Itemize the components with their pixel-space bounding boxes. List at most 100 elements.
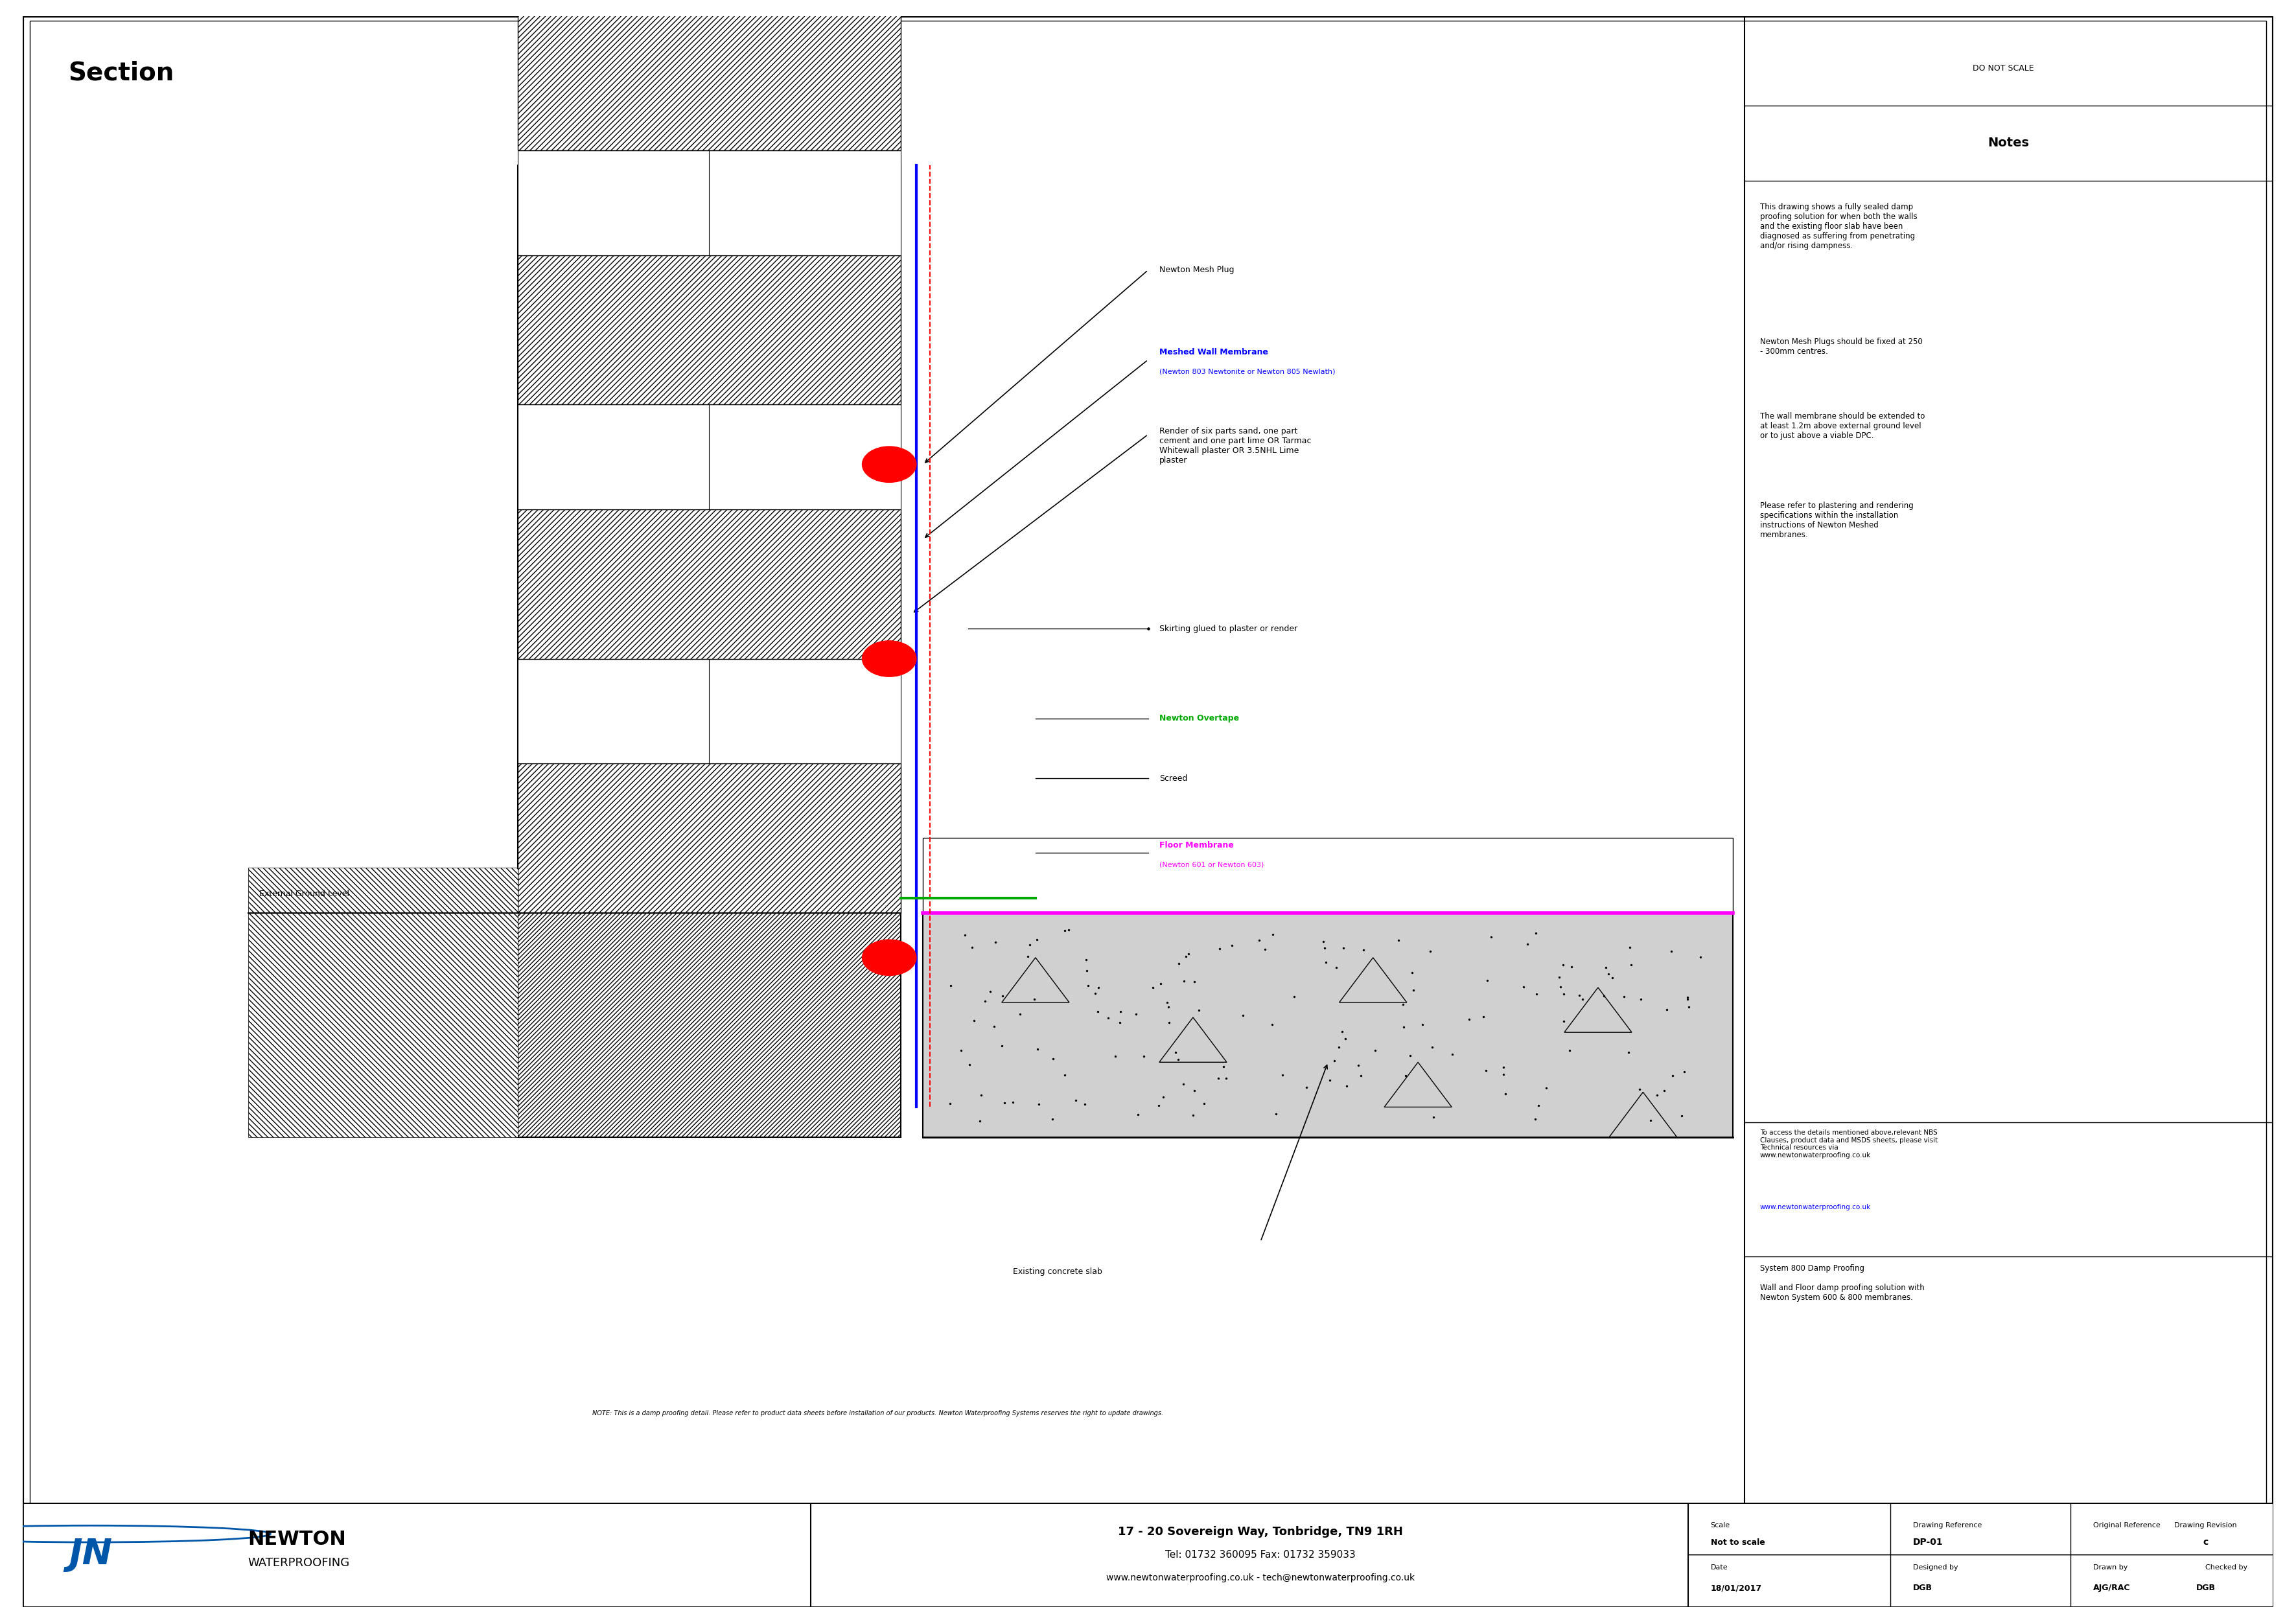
Bar	[923, 839, 1733, 913]
Point	[1176, 1078, 1212, 1104]
Point	[1384, 992, 1421, 1017]
Point	[1414, 1035, 1451, 1061]
Point	[1469, 967, 1506, 993]
Point	[1605, 983, 1642, 1009]
Text: Not to scale: Not to scale	[1711, 1538, 1766, 1546]
Text: System 800 Damp Proofing

Wall and Floor damp proofing solution with
Newton Syst: System 800 Damp Proofing Wall and Floor …	[1761, 1265, 1924, 1302]
Point	[1033, 1106, 1070, 1131]
Point	[1518, 982, 1554, 1008]
Point	[962, 1109, 999, 1135]
Bar	[248, 868, 519, 1138]
Point	[1118, 1001, 1155, 1027]
Text: DGB: DGB	[1913, 1585, 1933, 1593]
Text: Existing concrete slab: Existing concrete slab	[1013, 1268, 1102, 1276]
Point	[953, 934, 990, 959]
Point	[1079, 998, 1116, 1024]
Text: Notes: Notes	[1988, 137, 2030, 149]
Point	[976, 1014, 1013, 1040]
Point	[1150, 995, 1187, 1020]
Point	[1097, 1043, 1134, 1069]
Point	[1552, 955, 1589, 980]
Point	[1646, 1078, 1683, 1104]
Point	[1125, 1043, 1162, 1069]
Point	[1015, 987, 1052, 1012]
Point	[1667, 1059, 1704, 1085]
Point	[1545, 1009, 1582, 1035]
Point	[1173, 1102, 1210, 1128]
Point	[1169, 943, 1205, 969]
Point	[1552, 1038, 1589, 1064]
Point	[1488, 1082, 1525, 1107]
Point	[1320, 1033, 1357, 1059]
Point	[1150, 1009, 1187, 1035]
Point	[1215, 932, 1251, 958]
Text: JN: JN	[69, 1538, 113, 1572]
Point	[983, 1033, 1019, 1059]
Point	[1327, 1025, 1364, 1051]
Point	[946, 922, 983, 948]
Point	[1258, 1101, 1295, 1127]
Point	[1412, 938, 1449, 964]
Point	[1669, 985, 1706, 1011]
Point	[1185, 1091, 1221, 1117]
Point	[1414, 1104, 1451, 1130]
Point	[1306, 935, 1343, 961]
Point	[1141, 1093, 1178, 1118]
Text: 18/01/2017: 18/01/2017	[1711, 1585, 1761, 1593]
Point	[1134, 975, 1171, 1001]
Point	[932, 1091, 969, 1117]
Point	[1068, 958, 1104, 983]
Point	[1254, 921, 1290, 947]
Point	[1208, 1065, 1244, 1091]
Text: WATERPROOFING: WATERPROOFING	[248, 1557, 349, 1568]
Point	[1589, 961, 1626, 987]
Point	[1561, 982, 1598, 1008]
Point	[1653, 938, 1690, 964]
Text: Section: Section	[69, 61, 174, 85]
Text: Drawing Reference: Drawing Reference	[1913, 1522, 1981, 1528]
Point	[1091, 1004, 1127, 1030]
Point	[1201, 935, 1238, 961]
Point	[1387, 1062, 1424, 1088]
Point	[1047, 918, 1084, 943]
Point	[1649, 996, 1685, 1022]
Bar	[519, 509, 900, 659]
Point	[1224, 1003, 1261, 1028]
Point	[1357, 1037, 1394, 1062]
Bar	[519, 659, 900, 763]
Text: Checked by: Checked by	[2206, 1564, 2248, 1570]
Point	[1019, 926, 1056, 951]
Point	[1545, 951, 1582, 977]
Text: Date: Date	[1711, 1564, 1729, 1570]
Point	[944, 1038, 980, 1064]
Point	[1306, 950, 1343, 975]
Point	[1632, 1107, 1669, 1133]
Text: The wall membrane should be extended to
at least 1.2m above external ground leve: The wall membrane should be extended to …	[1761, 411, 1924, 440]
Point	[1662, 1104, 1699, 1130]
Point	[1277, 983, 1313, 1009]
Point	[1325, 935, 1362, 961]
Point	[1683, 945, 1720, 971]
Point	[1669, 987, 1706, 1012]
Point	[1520, 1093, 1557, 1118]
Point	[1019, 1037, 1056, 1062]
Point	[1621, 1077, 1658, 1102]
Bar	[519, 763, 900, 913]
Point	[1242, 927, 1279, 953]
Point	[1564, 987, 1600, 1012]
Text: Tel: 01732 360095 Fax: 01732 359033: Tel: 01732 360095 Fax: 01732 359033	[1166, 1549, 1355, 1560]
Point	[1329, 1073, 1366, 1099]
Point	[1506, 974, 1543, 1000]
Point	[951, 1053, 987, 1078]
Text: This drawing shows a fully sealed damp
proofing solution for when both the walls: This drawing shows a fully sealed damp p…	[1761, 202, 1917, 251]
Point	[1247, 937, 1283, 963]
Point	[1671, 995, 1708, 1020]
Point	[962, 1083, 999, 1109]
Point	[1102, 998, 1139, 1024]
Point	[1070, 972, 1107, 998]
Text: Newton Overtape: Newton Overtape	[1159, 714, 1240, 723]
Point	[1467, 1057, 1504, 1083]
Bar	[519, 405, 900, 509]
Text: DO NOT SCALE: DO NOT SCALE	[1972, 64, 2034, 72]
Text: Designed by: Designed by	[1913, 1564, 1958, 1570]
